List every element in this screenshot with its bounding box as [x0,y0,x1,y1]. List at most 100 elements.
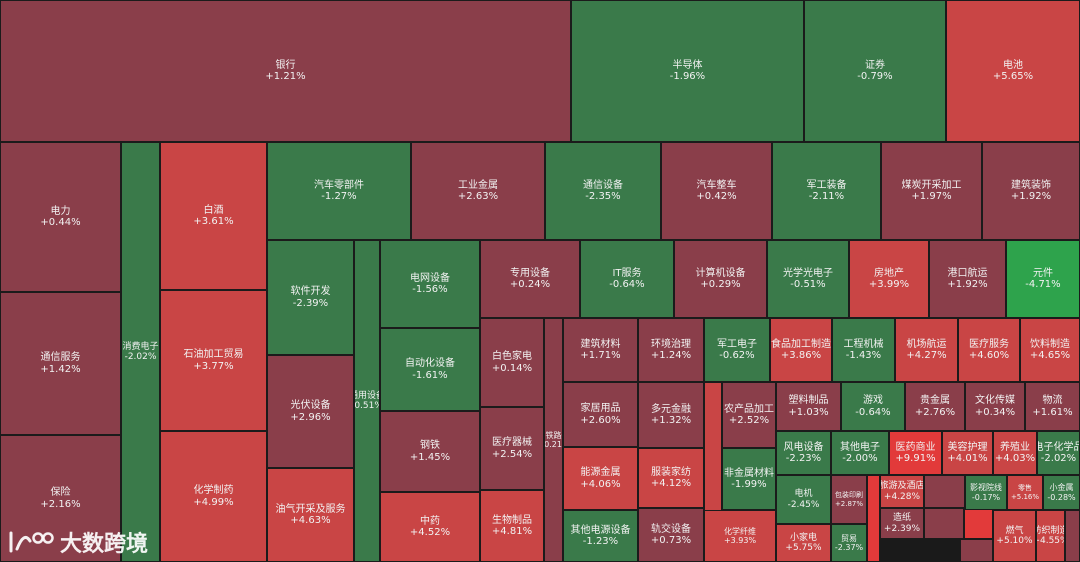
sector-tile[interactable]: 通信服务 +1.42% [0,292,121,435]
sector-tile[interactable]: 通信设备 -2.35% [545,142,661,240]
sector-tile[interactable]: 电网设备 -1.56% [380,240,480,328]
sector-tile[interactable]: 贸易 -2.37% [831,524,867,562]
sector-tile[interactable]: 食品加工制造 +3.86% [770,318,832,382]
sector-tile[interactable]: 多元金融 +1.32% [638,382,704,448]
sector-tile[interactable]: 环境治理 +1.24% [638,318,704,382]
sector-name: 港口航运 [947,267,988,279]
sector-tile[interactable]: 其他电源设备 -1.23% [563,510,638,562]
sector-tile[interactable]: 半导体 -1.96% [571,0,804,142]
sector-name: 工业金属 [458,179,498,191]
sector-tile[interactable]: 光学光电子 -0.51% [767,240,849,318]
sector-change: -1.23% [582,536,619,547]
sector-tile[interactable]: 中药 +4.52% [380,492,480,562]
sector-tile[interactable]: 电力 +0.44% [0,142,121,292]
sector-tile[interactable]: 电机 -2.45% [776,475,831,524]
sector-tile[interactable]: 影视院线 -0.17% [965,475,1007,510]
sector-tile[interactable]: 工业金属 +2.63% [411,142,545,240]
sector-tile[interactable]: 石油加工贸易 +3.77% [160,290,267,431]
sector-tile[interactable]: 光伏设备 +2.96% [267,355,354,468]
sector-tile[interactable]: 轨交设备 +0.73% [638,508,704,562]
sector-tile[interactable]: 证券 -0.79% [804,0,946,142]
sector-name: 食品加工制造 [771,338,831,350]
sector-tile[interactable]: 小金属 -0.28% [1043,475,1080,510]
sector-name: 元件 [1033,267,1053,279]
sector-tile[interactable]: 纺织制造+4.55% [1036,510,1065,562]
sector-name: 化学纤维 [724,526,756,536]
treemap-filler [960,539,993,562]
sector-tile[interactable]: 文化传媒 +0.34% [965,382,1025,431]
sector-tile[interactable]: 家居用品 +2.60% [563,382,638,447]
sector-tile[interactable]: 自动化设备 -1.61% [380,328,480,411]
sector-tile[interactable]: 军工装备 -2.11% [772,142,881,240]
sector-tile[interactable]: 美容护理 +4.01% [942,431,993,475]
sector-tile[interactable]: 煤炭开采加工 +1.97% [881,142,982,240]
sector-tile[interactable]: 港口航运 +1.92% [929,240,1006,318]
sector-tile[interactable]: 物流 +1.61% [1025,382,1080,431]
sector-name: 多元金融 [651,403,691,415]
sector-tile[interactable]: 燃气 +5.10% [993,510,1036,562]
sector-tile[interactable]: 游戏 -0.64% [841,382,905,431]
sector-tile[interactable]: 专用设备 +0.24% [480,240,580,318]
sector-tile[interactable]: 旅游及酒店 +4.28% [880,475,924,508]
sector-tile[interactable]: 计算机设备 +0.29% [674,240,767,318]
sector-tile[interactable]: 钢铁 +1.45% [380,411,480,492]
sector-change: -0.17% [971,492,1001,502]
sector-tile[interactable]: 养殖业 +4.03% [993,431,1037,475]
sector-change: +1.92% [1010,191,1052,202]
sector-tile[interactable]: 银行 +1.21% [0,0,571,142]
sector-tile[interactable]: 公路铁路运输+0.21% [544,318,563,562]
sector-tile[interactable]: 保险 +2.16% [0,435,121,562]
sector-tile[interactable]: 饮料制造 +4.65% [1020,318,1080,382]
sector-change: +5.65% [992,71,1034,82]
sector-name: 美容护理 [947,441,988,453]
sector-name: 光学光电子 [783,267,833,279]
sector-tile[interactable]: 医疗器械 +2.54% [480,407,544,490]
sector-name: 化学制药 [193,485,234,496]
sector-tile[interactable]: 军工电子 -0.62% [704,318,770,382]
sector-tile[interactable]: 建筑材料 +1.71% [563,318,638,382]
sector-change: +9.91% [895,453,936,464]
sector-name: 煤炭开采加工 [901,179,962,191]
sector-change: -2.39% [292,297,329,309]
sector-tile[interactable]: 包装印刷 +2.87% [831,475,867,524]
sector-tile[interactable]: 农产品加工 +2.52% [722,382,776,448]
sector-change: +3.86% [780,350,822,361]
sector-tile[interactable]: 贵金属 +2.76% [905,382,965,431]
sector-tile[interactable]: 零售 +5.16% [1007,475,1043,510]
sector-tile[interactable]: 电池 +5.65% [946,0,1080,142]
sector-tile[interactable]: 房地产 +3.99% [849,240,929,318]
sector-tile[interactable]: 风电设备 -2.23% [776,431,831,475]
sector-tile[interactable]: 白色家电 +0.14% [480,318,544,407]
sector-tile[interactable]: 非金属材料 -1.99% [722,448,776,510]
sector-tile[interactable]: 软件开发 -2.39% [267,240,354,355]
sector-tile[interactable]: 服装家纺 +4.12% [638,448,704,508]
sector-tile[interactable]: 小家电 +5.75% [776,524,831,562]
sector-tile[interactable]: 电子化学品-2.02% [1037,431,1080,475]
sector-tile[interactable]: 元件 -4.71% [1006,240,1080,318]
sector-tile[interactable]: 汽车零部件 -1.27% [267,142,411,240]
sector-tile[interactable]: 油气开采及服务 +4.63% [267,468,354,562]
sector-change: +4.01% [947,453,988,464]
sector-tile[interactable]: 生物制品 +4.81% [480,490,544,562]
sector-tile[interactable]: 能源金属 +4.06% [563,447,638,510]
sector-change: +0.44% [40,217,81,228]
sector-tile[interactable]: 机场航运 +4.27% [895,318,958,382]
sector-tile[interactable]: 医药商业 +9.91% [889,431,942,475]
sector-tile[interactable]: 造纸 +2.39% [880,508,924,539]
sector-change: -1.43% [845,350,882,361]
sector-tile[interactable]: 汽车整车 +0.42% [661,142,772,240]
sector-name: 建筑材料 [580,338,621,350]
sector-tile[interactable]: 工程机械 -1.43% [832,318,895,382]
sector-tile[interactable]: IT服务 -0.64% [580,240,674,318]
sector-tile[interactable]: 通用设备-0.51% [354,240,380,562]
sector-change: +2.63% [457,191,499,202]
sector-change: +1.42% [40,363,81,375]
sector-tile[interactable]: 消费电子 -2.02% [121,142,160,562]
sector-tile[interactable]: 塑料制品 +1.03% [776,382,841,431]
sector-tile[interactable]: 建筑装饰 +1.92% [982,142,1080,240]
sector-tile[interactable]: 医疗服务 +4.60% [958,318,1020,382]
sector-tile[interactable]: 化学纤维 +3.93% [704,510,776,562]
sector-tile[interactable]: 白酒 +3.61% [160,142,267,290]
sector-tile[interactable]: 其他电子 -2.00% [831,431,889,475]
sector-tile[interactable]: 化学制药 +4.99% [160,431,267,562]
